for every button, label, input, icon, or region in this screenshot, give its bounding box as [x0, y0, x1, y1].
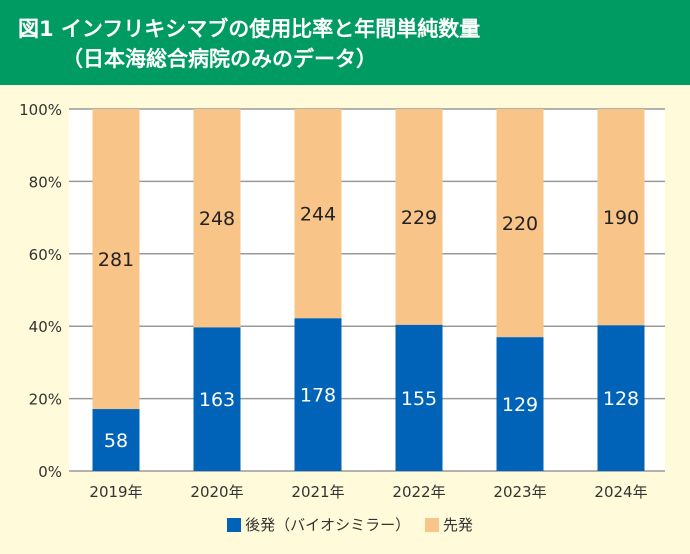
- title-line-1: 図1 インフリキシマブの使用比率と年間単純数量: [18, 17, 481, 41]
- y-tick-label: 20%: [29, 391, 62, 409]
- x-tick-label: 2023年: [493, 483, 546, 501]
- bar-biosimilar: [294, 318, 342, 471]
- bar-original: [92, 109, 140, 410]
- bar-biosimilar: [92, 409, 140, 471]
- bar-biosimilar: [395, 324, 443, 471]
- bar-biosimilar: [597, 325, 645, 471]
- legend: 後発（バイオシミラー） 先発: [0, 514, 690, 535]
- legend-label-original: 先発: [442, 516, 473, 534]
- data-label-original: 229: [401, 207, 437, 229]
- data-label-biosimilar: 163: [199, 389, 235, 411]
- data-label-original: 248: [199, 208, 235, 230]
- data-label-biosimilar: 155: [401, 388, 437, 410]
- legend-swatch-original: [424, 517, 439, 532]
- legend-label-biosimilar: 後発（バイオシミラー）: [245, 516, 411, 534]
- bar-original: [193, 109, 241, 328]
- chart-header: 図1 インフリキシマブの使用比率と年間単純数量 （日本海総合病院のみのデータ）: [0, 0, 690, 85]
- x-tick-label: 2020年: [190, 483, 243, 501]
- bar-original: [294, 109, 342, 319]
- data-label-original: 281: [98, 249, 134, 271]
- y-tick-label: 40%: [29, 318, 62, 336]
- x-tick-label: 2024年: [594, 483, 647, 501]
- bar-biosimilar: [193, 327, 241, 471]
- title-line-2: （日本海総合病院のみのデータ）: [62, 47, 377, 71]
- y-tick-label: 60%: [29, 246, 62, 264]
- data-label-biosimilar: 128: [603, 388, 639, 410]
- y-tick-label: 80%: [29, 173, 62, 191]
- data-label-biosimilar: 129: [502, 394, 538, 416]
- legend-swatch-biosimilar: [227, 517, 242, 532]
- y-tick-label: 0%: [38, 463, 62, 481]
- data-label-biosimilar: 178: [300, 385, 336, 407]
- y-tick-label: 100%: [19, 101, 62, 119]
- bar-original: [395, 109, 443, 325]
- x-tick-label: 2019年: [89, 483, 142, 501]
- data-label-biosimilar: 58: [104, 430, 128, 452]
- bar-biosimilar: [496, 337, 544, 471]
- data-label-original: 220: [502, 213, 538, 235]
- x-tick-label: 2022年: [392, 483, 445, 501]
- plot-area: [69, 109, 665, 471]
- data-label-original: 244: [300, 204, 336, 226]
- bar-original: [496, 109, 544, 338]
- bar-original: [597, 109, 645, 326]
- x-tick-label: 2021年: [291, 483, 344, 501]
- data-label-original: 190: [603, 207, 639, 229]
